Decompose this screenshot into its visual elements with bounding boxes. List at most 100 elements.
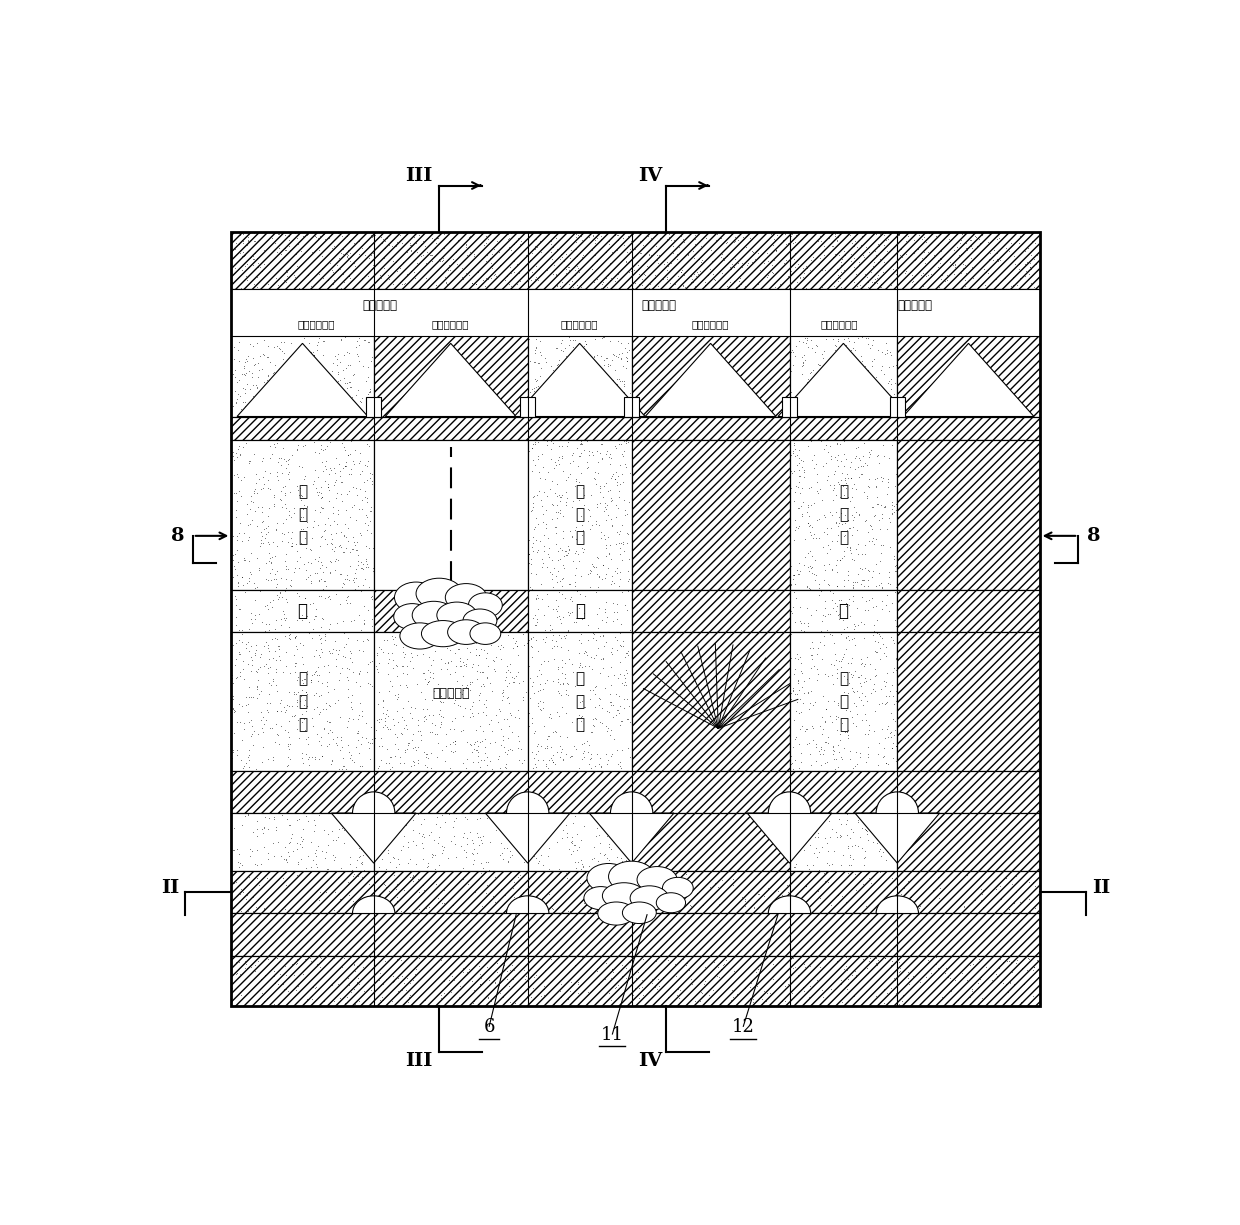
Point (939, 968, 959, 987)
Point (838, 969, 858, 989)
Point (839, 674, 859, 693)
Point (532, 445, 552, 464)
Point (294, 284, 314, 304)
Point (569, 758, 589, 778)
Point (350, 639, 370, 659)
Point (570, 337, 590, 356)
Point (883, 734, 903, 753)
Point (320, 290, 340, 310)
Point (238, 712, 258, 731)
Point (440, 650, 460, 670)
Point (527, 630, 547, 649)
Point (868, 486, 888, 506)
Point (541, 232, 560, 251)
Point (387, 728, 407, 747)
Point (844, 287, 864, 306)
Point (554, 369, 574, 388)
Point (835, 666, 854, 686)
Point (577, 458, 596, 478)
Point (339, 267, 358, 287)
Point (574, 816, 594, 835)
Point (373, 975, 393, 995)
Point (443, 967, 463, 986)
Point (454, 951, 474, 970)
Point (863, 396, 883, 415)
Point (223, 674, 243, 693)
Point (352, 867, 372, 887)
Point (326, 987, 346, 1007)
Point (541, 615, 560, 635)
Point (281, 446, 301, 466)
Point (596, 495, 616, 514)
Point (663, 244, 683, 263)
Point (791, 347, 811, 366)
Point (300, 376, 320, 396)
Point (322, 300, 342, 320)
Point (613, 532, 632, 551)
Point (572, 442, 591, 462)
Point (275, 849, 295, 869)
Point (799, 699, 818, 719)
Point (306, 724, 326, 744)
Point (556, 625, 575, 644)
Point (337, 246, 357, 266)
Point (311, 478, 331, 497)
Point (362, 587, 382, 606)
Point (409, 882, 429, 902)
Point (434, 238, 454, 257)
Point (279, 359, 299, 379)
Point (583, 405, 603, 425)
Point (673, 276, 693, 295)
Point (454, 858, 474, 877)
Point (806, 266, 826, 285)
Point (888, 227, 908, 246)
Point (299, 612, 319, 632)
Point (255, 310, 275, 330)
Point (867, 610, 887, 630)
Point (259, 620, 279, 639)
Point (870, 839, 890, 859)
Point (838, 626, 858, 646)
Point (346, 385, 366, 404)
Point (817, 575, 837, 594)
Point (521, 396, 541, 415)
Point (885, 494, 905, 513)
Point (534, 541, 554, 561)
Point (960, 987, 980, 1007)
Point (379, 671, 399, 691)
Point (234, 257, 254, 277)
Point (383, 846, 403, 866)
Point (448, 695, 467, 714)
Point (270, 250, 290, 270)
Point (620, 747, 640, 767)
Point (239, 687, 259, 707)
Point (376, 753, 396, 773)
Point (848, 312, 868, 332)
Point (794, 981, 813, 1001)
Point (277, 305, 296, 325)
Point (828, 268, 848, 288)
Point (591, 568, 611, 588)
Point (952, 258, 972, 278)
Point (264, 568, 284, 588)
Point (872, 508, 892, 528)
Point (859, 338, 879, 358)
Point (246, 605, 265, 625)
Point (680, 895, 699, 915)
Point (448, 254, 467, 273)
Point (533, 381, 553, 401)
Point (223, 567, 243, 587)
Point (224, 381, 244, 401)
Point (520, 306, 539, 326)
Point (585, 365, 605, 385)
Point (224, 464, 244, 484)
Point (312, 609, 332, 628)
Point (289, 376, 309, 396)
Point (588, 549, 608, 568)
Point (241, 648, 260, 668)
Point (796, 256, 816, 276)
Point (904, 244, 924, 263)
Point (614, 431, 634, 451)
Point (418, 856, 438, 876)
Point (232, 730, 252, 750)
